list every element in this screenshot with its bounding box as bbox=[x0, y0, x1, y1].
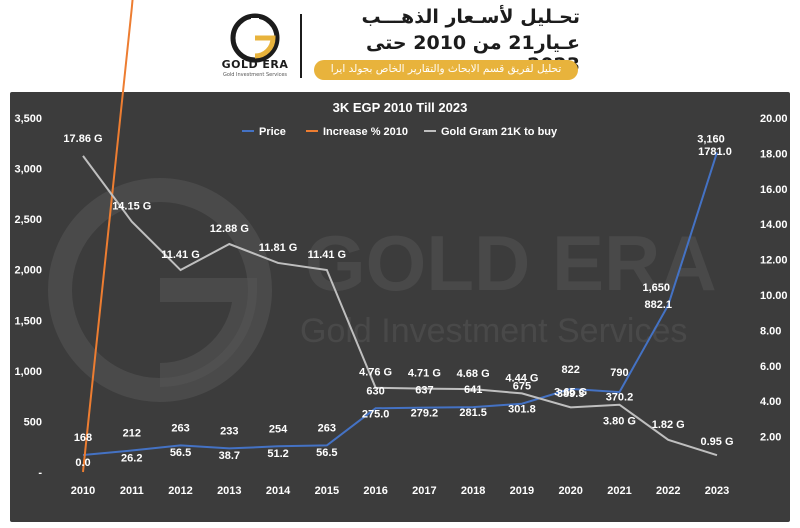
price-data-label: 168 bbox=[74, 432, 92, 444]
x-axis-tick: 2019 bbox=[510, 485, 534, 497]
right-axis-tick: 20.00 bbox=[760, 113, 788, 125]
header-divider bbox=[300, 14, 302, 78]
x-axis-tick: 2013 bbox=[217, 485, 241, 497]
increase-data-label: 281.5 bbox=[459, 407, 487, 419]
report-header: GOLD ERA Gold Investment Services تحـليل… bbox=[0, 0, 800, 92]
price-data-label: 263 bbox=[318, 422, 336, 434]
price-data-label: 637 bbox=[415, 385, 433, 397]
gold-grams-data-label: 17.86 G bbox=[63, 133, 102, 145]
watermark-logo-icon bbox=[48, 178, 272, 402]
gold-grams-data-label: 4.68 G bbox=[457, 368, 490, 380]
gold-grams-line bbox=[82, 155, 718, 457]
price-data-label: 254 bbox=[269, 423, 288, 435]
right-axis-tick: 4.00 bbox=[760, 396, 781, 408]
left-axis-tick: 500 bbox=[24, 416, 42, 428]
x-axis-tick: 2017 bbox=[412, 485, 436, 497]
increase-data-label: 1781.0 bbox=[698, 146, 732, 158]
price-line bbox=[82, 152, 718, 457]
legend-label: Gold Gram 21K to buy bbox=[441, 126, 558, 138]
right-axis-tick: 14.00 bbox=[760, 219, 788, 231]
x-axis-tick: 2022 bbox=[656, 485, 680, 497]
brand-name: GOLD ERA bbox=[221, 58, 289, 71]
increase-data-label: 0.0 bbox=[75, 457, 90, 469]
x-axis-tick: 2015 bbox=[315, 485, 339, 497]
price-data-label: 630 bbox=[366, 385, 384, 397]
price-data-label: 675 bbox=[513, 381, 531, 393]
right-axis-tick: 16.00 bbox=[760, 184, 788, 196]
price-data-label: 641 bbox=[464, 384, 482, 396]
x-axis-tick: 2020 bbox=[558, 485, 582, 497]
gold-grams-data-label: 4.44 G bbox=[505, 372, 538, 384]
price-data-label: 1,650 bbox=[642, 282, 670, 294]
increase-data-label: 38.7 bbox=[219, 450, 240, 462]
left-axis-tick: 2,000 bbox=[14, 265, 42, 277]
chart-data-labels: 168 212 263 233 254 263 630 637 641 675 822 790 1,65… bbox=[63, 133, 733, 469]
increase-data-label: 26.2 bbox=[121, 452, 142, 464]
right-axis-tick: 12.00 bbox=[760, 255, 788, 267]
increase-data-label: 275.0 bbox=[362, 408, 390, 420]
right-axis-tick: 18.00 bbox=[760, 148, 788, 160]
price-data-label: 212 bbox=[123, 428, 141, 440]
increase-data-label: 370.2 bbox=[606, 391, 634, 403]
x-axis-tick: 2023 bbox=[705, 485, 729, 497]
gold-grams-data-label: 11.41 G bbox=[161, 249, 200, 261]
x-axis-tick: 2011 bbox=[120, 485, 144, 497]
watermark: GOLD ERA Gold Investment Services bbox=[48, 178, 717, 402]
increase-data-label: 389.3 bbox=[557, 388, 585, 400]
gold-grams-data-label: 11.41 G bbox=[308, 249, 347, 261]
chart-legend: Price Increase % 2010 Gold Gram 21K to buy bbox=[242, 126, 558, 138]
left-axis-tick: 3,500 bbox=[14, 113, 42, 125]
price-data-label: 233 bbox=[220, 425, 238, 437]
left-axis-tick: - bbox=[38, 467, 42, 479]
subtitle-badge bbox=[314, 60, 578, 80]
chart-lines bbox=[82, 0, 718, 473]
subtitle-text: تحليل لفريق قسم الابحاث والتقارير الخاص … bbox=[330, 63, 562, 75]
gold-grams-data-label: 12.88 G bbox=[210, 223, 249, 235]
chart-axes: - 500 1,000 1,500 2,000 2,500 3,000 3,500 2.00 4.… bbox=[14, 113, 787, 497]
price-data-label: 790 bbox=[610, 367, 628, 379]
increase-data-label: 882.1 bbox=[644, 299, 672, 311]
gold-grams-data-label: 1.82 G bbox=[652, 419, 685, 431]
legend-label: Increase % 2010 bbox=[323, 126, 408, 138]
left-axis-tick: 3,000 bbox=[14, 164, 42, 176]
price-data-label: 263 bbox=[171, 422, 189, 434]
left-axis-tick: 1,500 bbox=[14, 315, 42, 327]
price-data-label: 3,160 bbox=[697, 133, 725, 145]
increase-data-label: 279.2 bbox=[411, 408, 439, 420]
increase-data-label: 301.8 bbox=[508, 404, 536, 416]
page-title-line1: تحـليل لأسـعار الذهـــب bbox=[361, 6, 580, 28]
increase-data-label: 51.2 bbox=[267, 448, 288, 460]
gold-grams-data-label: 11.81 G bbox=[259, 242, 298, 254]
increase-data-label: 56.5 bbox=[316, 447, 337, 459]
gold-grams-data-label: 4.76 G bbox=[359, 367, 392, 379]
x-axis-tick: 2018 bbox=[461, 485, 485, 497]
gold-grams-data-label: 4.71 G bbox=[408, 368, 441, 380]
gold-grams-data-label: 0.95 G bbox=[700, 436, 733, 448]
watermark-tagline: Gold Investment Services bbox=[300, 312, 687, 350]
x-axis-tick: 2010 bbox=[71, 485, 95, 497]
increase-data-label: 56.5 bbox=[170, 447, 191, 459]
gold-era-logo-icon bbox=[230, 13, 280, 63]
right-axis-tick: 6.00 bbox=[760, 361, 781, 373]
right-axis-tick: 2.00 bbox=[760, 432, 781, 444]
watermark-brand: GOLD ERA bbox=[305, 219, 717, 307]
left-axis-tick: 1,000 bbox=[14, 366, 42, 378]
brand-tagline: Gold Investment Services bbox=[222, 72, 288, 78]
right-axis-tick: 10.00 bbox=[760, 290, 788, 302]
price-data-label: 822 bbox=[562, 364, 580, 376]
left-axis-tick: 2,500 bbox=[14, 214, 42, 226]
chart-title: 3K EGP 2010 Till 2023 bbox=[333, 100, 468, 115]
x-axis-tick: 2016 bbox=[363, 485, 387, 497]
right-axis-tick: 8.00 bbox=[760, 325, 781, 337]
x-axis-tick: 2014 bbox=[266, 485, 291, 497]
watermark-logo-inner bbox=[159, 278, 258, 387]
legend-label: Price bbox=[259, 126, 286, 138]
gold-grams-data-label: 3.65 G bbox=[554, 386, 587, 398]
gold-grams-data-label: 3.80 G bbox=[603, 416, 636, 428]
gold-grams-data-label: 14.15 G bbox=[112, 201, 151, 213]
x-axis-tick: 2021 bbox=[607, 485, 631, 497]
x-axis-tick: 2012 bbox=[168, 485, 192, 497]
